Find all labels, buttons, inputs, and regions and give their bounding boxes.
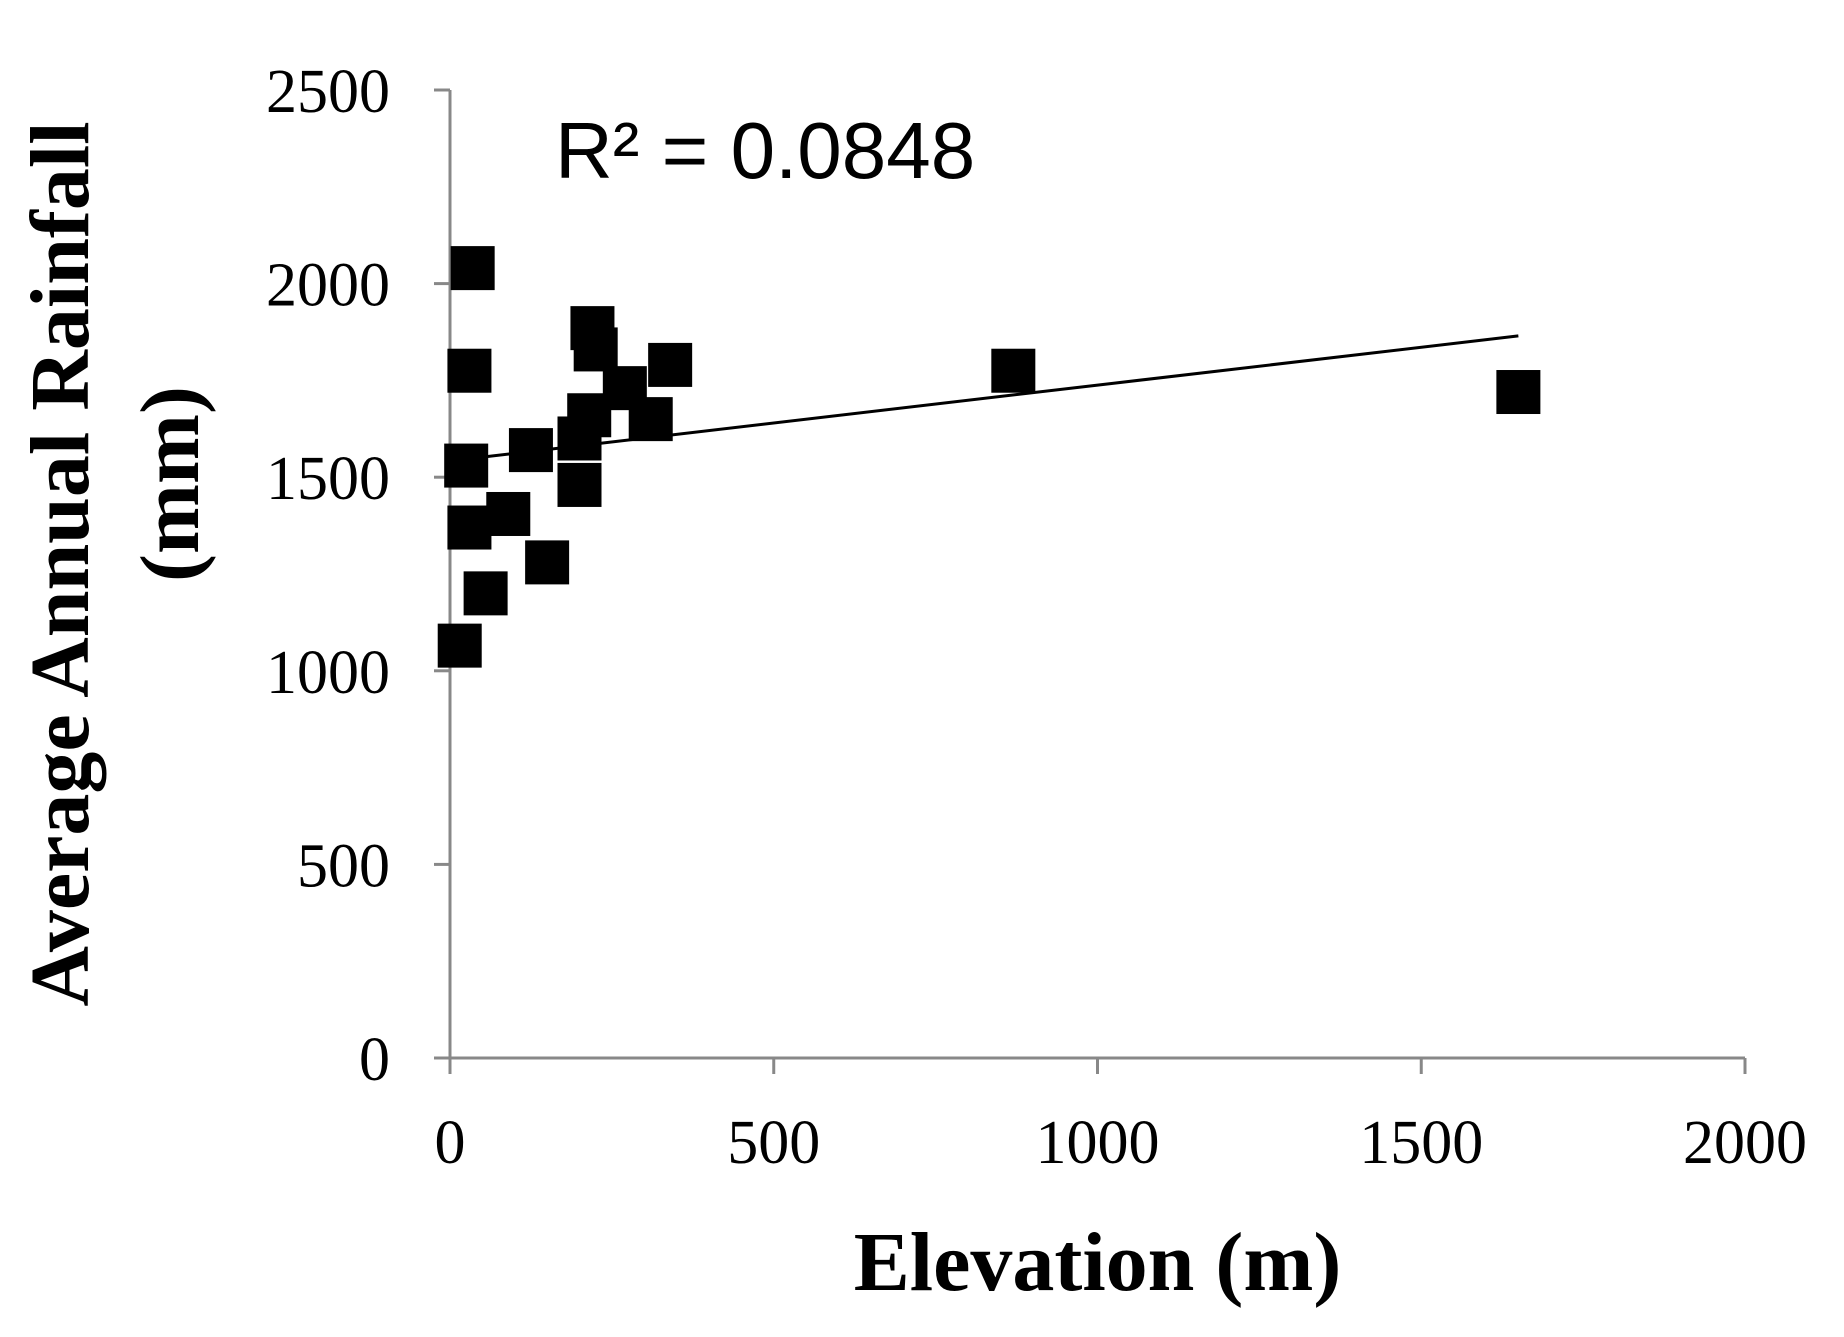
data-point (508, 428, 553, 473)
y-tick-label: 0 (359, 1026, 390, 1094)
data-point (463, 571, 508, 616)
data-point (437, 623, 482, 668)
data-point (991, 348, 1036, 393)
axes (448, 90, 1745, 1060)
data-point (557, 462, 602, 507)
y-axis-ticks: 0 500 1000 1500 2000 2500 (266, 58, 450, 1094)
x-tick-label: 2000 (1683, 1109, 1807, 1177)
y-axis-title-line2: (mm) (124, 386, 217, 582)
x-tick-label: 0 (435, 1109, 466, 1177)
x-axis-title: Elevation (m) (854, 1216, 1342, 1309)
data-point (447, 505, 492, 550)
y-tick-label: 500 (297, 832, 390, 900)
data-point (628, 397, 673, 442)
data-point (447, 348, 492, 393)
y-tick-label: 1000 (266, 639, 390, 707)
data-points (437, 246, 1541, 668)
data-point (444, 443, 489, 488)
data-point (450, 246, 495, 291)
data-point (648, 342, 693, 387)
y-tick-label: 2000 (266, 252, 390, 320)
x-tick-label: 1000 (1036, 1109, 1160, 1177)
data-point (486, 491, 531, 536)
y-axis-title-line1: Average Annual Rainfall (14, 121, 107, 1006)
data-point (573, 327, 618, 372)
r-squared-annotation: R² = 0.0848 (555, 106, 975, 195)
y-tick-label: 2500 (266, 58, 390, 126)
y-axis-title: Average Annual Rainfall (mm) (14, 121, 217, 1006)
y-tick-label: 1500 (266, 445, 390, 513)
data-point (525, 540, 570, 585)
x-axis-ticks: 0 500 1000 1500 2000 (435, 1058, 1807, 1177)
x-tick-label: 500 (727, 1109, 820, 1177)
x-tick-label: 1500 (1359, 1109, 1483, 1177)
data-point (1496, 370, 1541, 415)
